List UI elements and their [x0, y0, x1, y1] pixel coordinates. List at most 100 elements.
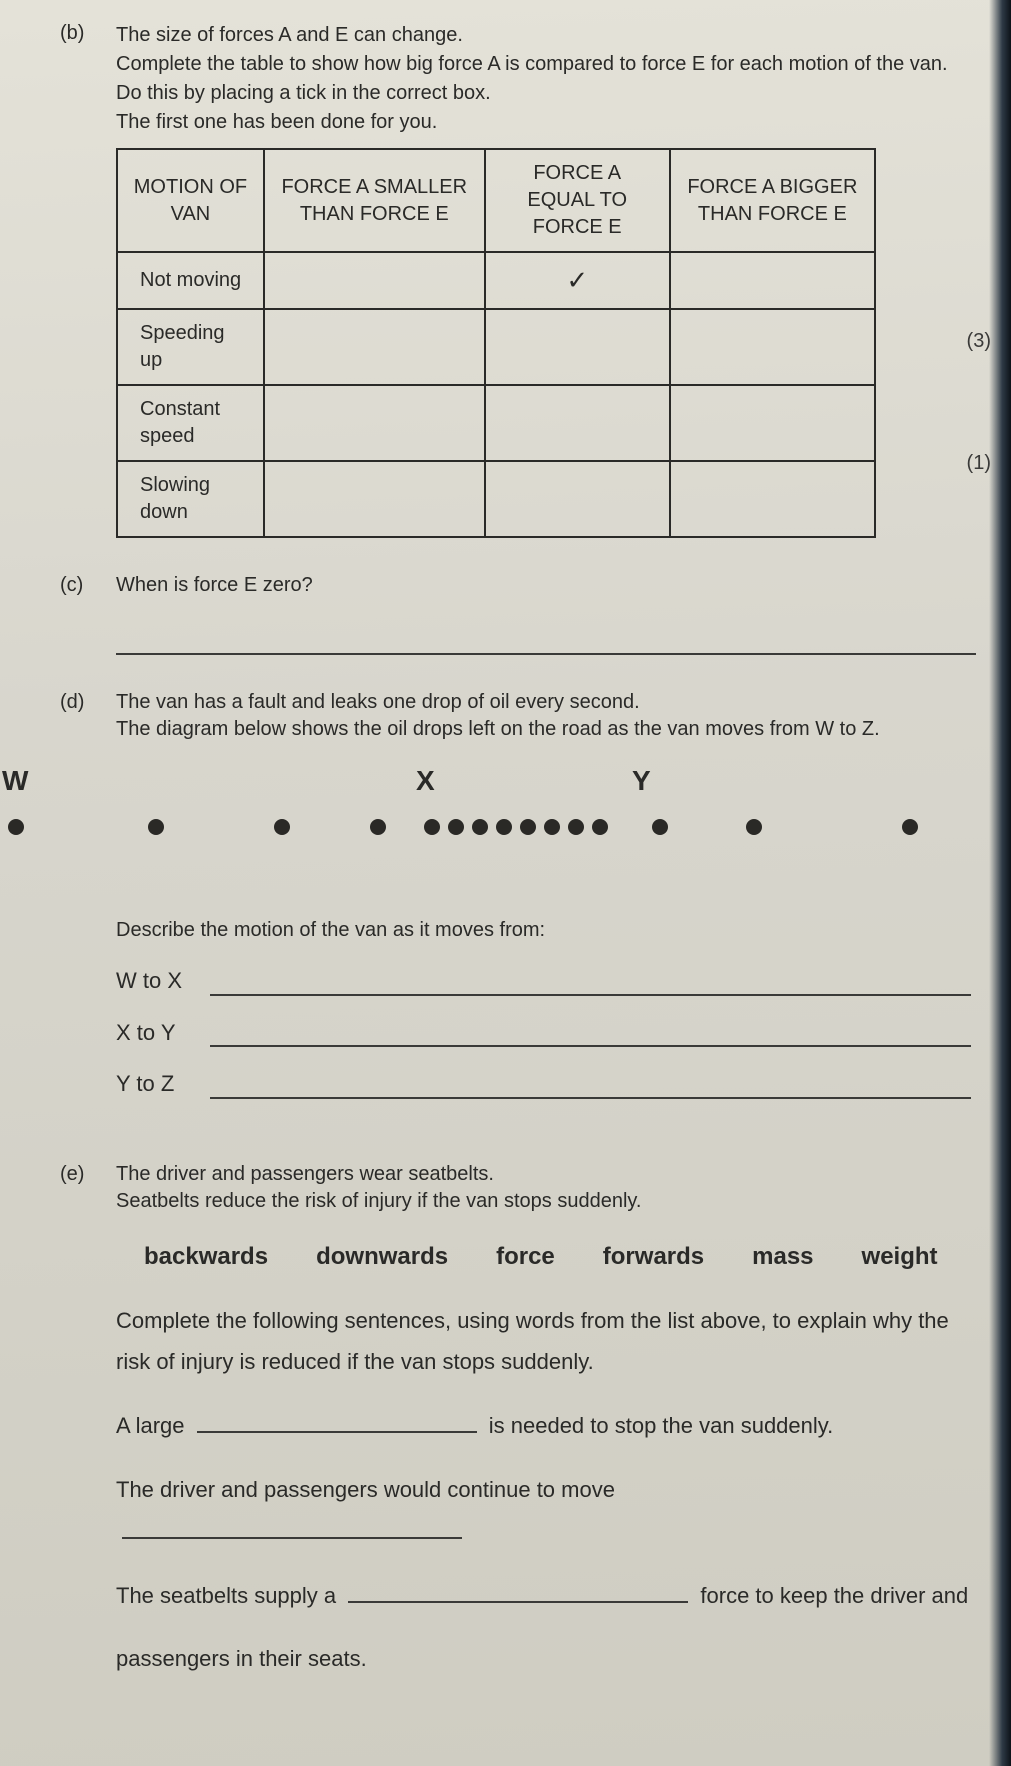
- cell[interactable]: [264, 385, 485, 461]
- b-line-0: The size of forces A and E can change.: [116, 22, 971, 49]
- cell[interactable]: [670, 461, 875, 537]
- word: backwards: [144, 1241, 268, 1273]
- answer-line[interactable]: [210, 1023, 971, 1047]
- table-row: Not moving ✓: [117, 252, 875, 309]
- segment-label: X to Y: [116, 1018, 204, 1048]
- s3b: force to keep the driver and: [700, 1583, 968, 1608]
- cell[interactable]: [670, 385, 875, 461]
- cell[interactable]: [264, 309, 485, 385]
- oil-drop: [424, 819, 440, 835]
- complete-instr: Complete the following sentences, using …: [116, 1300, 971, 1384]
- question-b: (b) The size of forces A and E can chang…: [60, 20, 971, 538]
- cell[interactable]: [485, 309, 670, 385]
- oil-drop: [274, 819, 290, 835]
- blank[interactable]: [197, 1411, 477, 1433]
- table-header-row: MOTION OF VAN FORCE A SMALLER THAN FORCE…: [117, 149, 875, 252]
- word: force: [496, 1241, 555, 1273]
- oil-drop: [568, 819, 584, 835]
- oil-drop: [8, 819, 24, 835]
- e-line-0: The driver and passengers wear seatbelts…: [116, 1161, 971, 1188]
- d-line-1: The diagram below shows the oil drops le…: [116, 716, 971, 743]
- b-line-1: Complete the table to show how big force…: [116, 51, 971, 78]
- th-motion: MOTION OF VAN: [117, 149, 264, 252]
- s1b: is needed to stop the van suddenly.: [489, 1413, 834, 1438]
- describe-text: Describe the motion of the van as it mov…: [116, 917, 971, 944]
- tick-icon: ✓: [566, 265, 588, 295]
- d-line-0: The van has a fault and leaks one drop o…: [116, 689, 971, 716]
- blank[interactable]: [348, 1581, 688, 1603]
- table-row: Slowing down: [117, 461, 875, 537]
- row-label: Speeding up: [117, 309, 264, 385]
- s2a: The driver and passengers would continue…: [116, 1477, 615, 1502]
- e-line-1: Seatbelts reduce the risk of injury if t…: [116, 1188, 971, 1215]
- diagram-label: W: [2, 765, 28, 797]
- question-d: (d) The van has a fault and leaks one dr…: [60, 689, 971, 1121]
- answer-line-c[interactable]: [116, 627, 976, 655]
- oil-drop: [902, 819, 918, 835]
- question-c: (c) When is force E zero? (1): [60, 572, 971, 655]
- word: forwards: [603, 1241, 704, 1273]
- oil-drop-diagram: W X Y: [2, 765, 962, 885]
- label-b: (b): [60, 20, 116, 45]
- answer-line[interactable]: [210, 972, 971, 996]
- word-bank: backwards downwards force forwards mass …: [144, 1241, 971, 1273]
- s1a: A large: [116, 1413, 185, 1438]
- page-edge-shadow: [989, 0, 1011, 1766]
- word: downwards: [316, 1241, 448, 1273]
- th-smaller: FORCE A SMALLER THAN FORCE E: [264, 149, 485, 252]
- cell[interactable]: ✓: [485, 252, 670, 309]
- sentence-1: A large is needed to stop the van sudden…: [116, 1405, 971, 1447]
- body-d: The van has a fault and leaks one drop o…: [116, 689, 971, 743]
- answer-line[interactable]: [210, 1075, 971, 1099]
- label-d: (d): [60, 689, 116, 714]
- th-bigger: FORCE A BIGGER THAN FORCE E: [670, 149, 875, 252]
- force-table: MOTION OF VAN FORCE A SMALLER THAN FORCE…: [116, 148, 876, 538]
- oil-drop: [746, 819, 762, 835]
- oil-drop: [496, 819, 512, 835]
- marks-b: (3): [967, 330, 991, 353]
- b-line-2: Do this by placing a tick in the correct…: [116, 80, 971, 107]
- s3a: The seatbelts supply a: [116, 1583, 336, 1608]
- b-line-3: The first one has been done for you.: [116, 109, 971, 136]
- body-e: The driver and passengers wear seatbelts…: [116, 1161, 971, 1702]
- segment-label: Y to Z: [116, 1069, 204, 1099]
- diagram-label: X: [416, 765, 435, 797]
- word: weight: [862, 1241, 938, 1273]
- body-c: When is force E zero?: [116, 572, 976, 655]
- word: mass: [752, 1241, 813, 1273]
- sentence-3: The seatbelts supply a force to keep the…: [116, 1575, 971, 1617]
- table-row: Constant speed: [117, 385, 875, 461]
- diagram-label: Y: [632, 765, 651, 797]
- oil-drop: [148, 819, 164, 835]
- segment-row: W to X: [116, 966, 971, 996]
- cell[interactable]: [670, 252, 875, 309]
- label-e: (e): [60, 1161, 116, 1186]
- segment-label: W to X: [116, 966, 204, 996]
- oil-drop: [472, 819, 488, 835]
- table-row: Speeding up: [117, 309, 875, 385]
- blank[interactable]: [122, 1517, 462, 1539]
- cell[interactable]: [264, 461, 485, 537]
- cell[interactable]: [264, 252, 485, 309]
- question-e: (e) The driver and passengers wear seatb…: [60, 1161, 971, 1702]
- oil-drop: [592, 819, 608, 835]
- cell[interactable]: [485, 385, 670, 461]
- body-b: The size of forces A and E can change. C…: [116, 20, 971, 538]
- cell[interactable]: [485, 461, 670, 537]
- sentence-2: The driver and passengers would continue…: [116, 1469, 971, 1553]
- c-text: When is force E zero?: [116, 572, 976, 599]
- oil-drop: [544, 819, 560, 835]
- sentence-4: passengers in their seats.: [116, 1638, 971, 1680]
- cell[interactable]: [670, 309, 875, 385]
- marks-c: (1): [967, 452, 991, 475]
- oil-drop: [652, 819, 668, 835]
- oil-drop: [448, 819, 464, 835]
- row-label: Not moving: [117, 252, 264, 309]
- oil-drop: [370, 819, 386, 835]
- th-equal: FORCE A EQUAL TO FORCE E: [485, 149, 670, 252]
- row-label: Constant speed: [117, 385, 264, 461]
- label-c: (c): [60, 572, 116, 597]
- worksheet-page: (b) The size of forces A and E can chang…: [0, 0, 1011, 1766]
- oil-drop: [520, 819, 536, 835]
- segment-row: X to Y: [116, 1018, 971, 1048]
